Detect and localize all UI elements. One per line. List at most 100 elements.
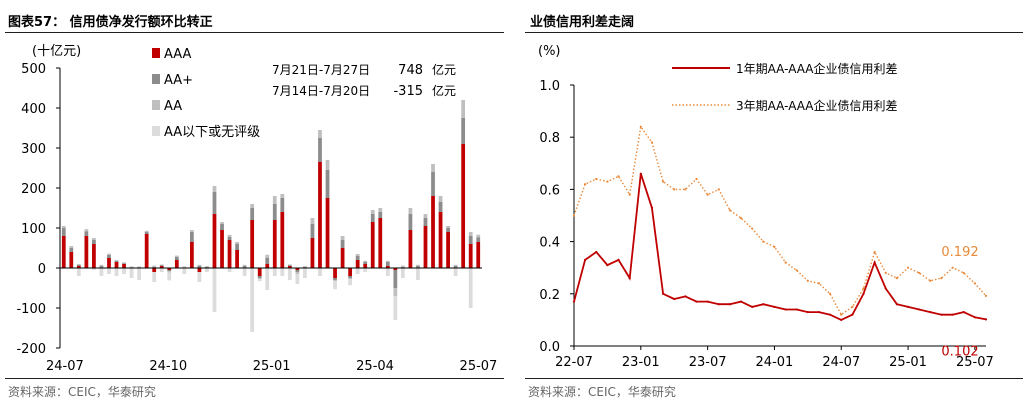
- bar-segment: [468, 268, 473, 308]
- bar-segment: [107, 253, 111, 255]
- bar-segment: [423, 214, 428, 218]
- bar-segment: [205, 268, 209, 272]
- line-chart: (%) 0.0 0.2 0.4 0.6 0.8 1.0 22-07 23-01 23-07 24-0…: [538, 44, 994, 370]
- bar-segment: [348, 278, 353, 280]
- series-point-2: [851, 305, 854, 308]
- bar-segment: [355, 254, 360, 256]
- bar-segment: [107, 268, 111, 274]
- bar-segment: [129, 268, 134, 278]
- series-line-2: [573, 125, 987, 316]
- bar-segment: [393, 288, 398, 296]
- bar-segment: [280, 198, 285, 212]
- series-point-2: [973, 282, 976, 285]
- bar-segment: [122, 268, 126, 274]
- series-point-1: [984, 318, 988, 321]
- bar-segment: [363, 268, 368, 272]
- bar-segment: [408, 214, 413, 230]
- x-tick-label: 24-01: [756, 355, 794, 370]
- bar-segment: [340, 236, 345, 240]
- bar-segment: [280, 212, 285, 268]
- bar-segment: [197, 268, 202, 272]
- bar-segment: [144, 230, 149, 232]
- bar-segment: [107, 254, 111, 258]
- bar-segment: [69, 252, 74, 268]
- bar-segment: [310, 218, 315, 224]
- bar-segment: [220, 224, 224, 230]
- bar-segment: [355, 256, 360, 260]
- series-point-1: [606, 263, 609, 267]
- legend-swatch: [152, 48, 160, 58]
- bar-segment: [167, 268, 172, 270]
- series-point-1: [639, 172, 642, 175]
- series-point-2: [639, 125, 642, 128]
- footer-rule: [5, 378, 504, 379]
- bar-segment: [348, 279, 353, 286]
- bar-segment: [61, 228, 66, 236]
- bar-segment: [393, 270, 398, 288]
- series-point-2: [906, 266, 910, 269]
- bar-segment: [159, 265, 164, 266]
- bar-segment: [159, 268, 164, 272]
- series-point-2: [895, 277, 899, 280]
- series-point-1: [862, 292, 865, 295]
- bar-segment: [227, 268, 232, 272]
- bar-segment: [114, 260, 119, 261]
- bar-segment: [400, 268, 405, 278]
- bar-segment: [453, 266, 458, 268]
- bar-segment: [348, 276, 353, 278]
- bar-segment: [189, 232, 194, 242]
- bar-segment: [461, 118, 466, 144]
- series-point-2: [962, 271, 965, 275]
- series-point-2: [650, 141, 654, 144]
- bar-segment: [355, 260, 360, 268]
- series-point-1: [572, 300, 576, 303]
- y-tick-label: 0.8: [539, 131, 560, 146]
- bar-segment: [76, 266, 81, 268]
- bar-segment: [265, 264, 270, 268]
- bar-segment: [431, 196, 435, 268]
- bar-segment: [235, 244, 239, 250]
- series-point-2: [717, 188, 720, 191]
- bar-segment: [69, 248, 74, 252]
- bar-segment: [205, 266, 209, 267]
- bar-segment: [144, 232, 149, 234]
- bar-segment: [92, 240, 96, 244]
- series-point-1: [951, 313, 954, 316]
- bar-segment: [295, 268, 300, 270]
- bar-segment: [122, 263, 126, 264]
- bar-segment: [468, 232, 473, 236]
- bar-segment: [333, 278, 337, 280]
- bar-segment: [446, 226, 450, 228]
- bar-segment: [287, 266, 292, 268]
- y-tick-label: 100: [21, 222, 46, 237]
- bar-segment: [385, 260, 390, 262]
- bar-segment: [431, 164, 435, 172]
- series-point-2: [929, 279, 932, 282]
- bar-segment: [348, 268, 353, 276]
- x-tick-label: 23-07: [689, 355, 727, 370]
- bar-segment: [431, 172, 435, 196]
- bar-segment: [152, 268, 157, 272]
- bar-segment: [295, 272, 300, 274]
- bar-segment: [212, 186, 217, 192]
- bar-segment: [250, 208, 255, 220]
- bar-segment: [393, 296, 398, 320]
- series-point-1: [973, 316, 976, 319]
- bar-segment: [152, 266, 157, 268]
- bar-segment: [400, 266, 405, 268]
- bar-segment: [174, 256, 179, 260]
- series-point-2: [728, 209, 731, 212]
- bar-segment: [69, 246, 74, 248]
- bar-segment: [363, 264, 368, 268]
- left-panel: 图表57： 信用债净发行额环比转正 (十亿元) -200 -100 0 100 200 30…: [0, 0, 512, 403]
- bar-segment: [129, 266, 134, 268]
- bar-segment: [242, 266, 247, 268]
- bar-segment: [212, 214, 217, 268]
- y-tick-label: 300: [21, 142, 46, 157]
- bar-segment: [363, 262, 368, 264]
- bar-segment: [250, 204, 255, 208]
- bar-segment: [61, 226, 66, 228]
- bar-segment: [189, 230, 194, 232]
- series-point-1: [940, 313, 943, 316]
- series-point-1: [773, 305, 776, 308]
